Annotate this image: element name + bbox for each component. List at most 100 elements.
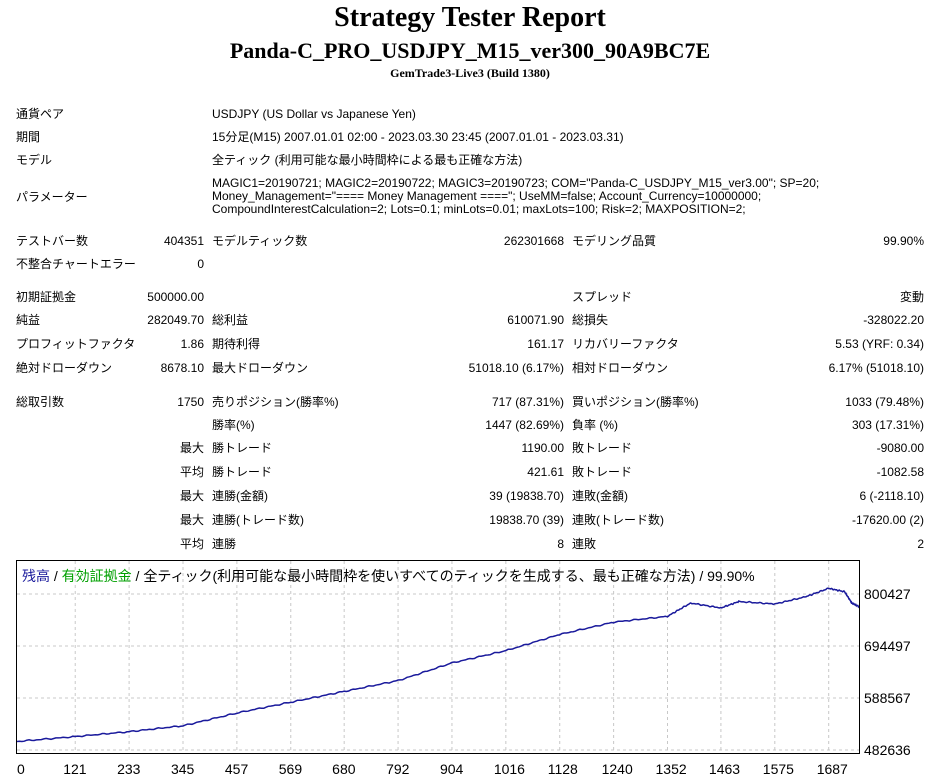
loss-pct-label: 負率 (%) [572, 418, 618, 432]
net-profit-label: 純益 [16, 313, 41, 327]
balance-chart-svg [16, 561, 860, 753]
average-label: 平均 [179, 465, 204, 479]
expected-payoff-label: 期待利得 [212, 337, 261, 351]
model-value: 全ティック (利用可能な最小時間枠による最も正確な方法) [212, 153, 523, 167]
avg-cons-loss-value: 2 [917, 537, 924, 551]
profit-factor-label: プロフィットファクタ [16, 337, 136, 351]
x-tick-label: 457 [224, 761, 249, 777]
largest-loss-label: 敗トレード [572, 441, 633, 455]
long-positions-value: 1033 (79.48%) [845, 395, 924, 409]
largest-win-value: 1190.00 [521, 441, 565, 455]
spread-label: スプレッド [572, 290, 633, 304]
y-tick-label: 588567 [864, 689, 911, 706]
initial-deposit-value: 500000.00 [147, 290, 204, 304]
y-tick-label: 482636 [864, 742, 911, 758]
abs-dd-label: 絶対ドローダウン [16, 361, 113, 375]
cons-wins-amount-label: 連勝(金額) [212, 489, 268, 503]
max-label: 最大 [179, 513, 204, 527]
avg-cons-wins-value: 8 [557, 537, 564, 551]
avg-loss-label: 敗トレード [572, 465, 633, 479]
cons-profit-label: 連勝(トレード数) [212, 513, 304, 527]
avg-cons-loss-label: 連敗 [572, 537, 597, 551]
model-label: モデル [16, 153, 53, 167]
cons-loss-value: -17620.00 (2) [851, 513, 924, 527]
test-bars-label: テストバー数 [16, 234, 89, 248]
modeling-quality-value: 99.90% [883, 234, 924, 248]
period-label: 期間 [16, 130, 41, 144]
rel-dd-label: 相対ドローダウン [572, 361, 669, 375]
total-trades-label: 総取引数 [16, 395, 65, 409]
y-tick-label: 800427 [864, 586, 911, 602]
profit-factor-value: 1.86 [180, 337, 204, 351]
mismatch-value: 0 [197, 257, 204, 271]
legend-balance: 残高 [22, 568, 50, 584]
short-positions-value: 717 (87.31%) [491, 395, 564, 409]
total-trades-value: 1750 [177, 395, 204, 409]
y-tick-label: 694497 [864, 637, 911, 654]
max-dd-label: 最大ドローダウン [212, 361, 309, 375]
legend-separator: / [50, 568, 62, 584]
x-tick-label: 680 [332, 761, 356, 777]
largest-win-label: 勝トレード [212, 441, 273, 455]
cons-profit-value: 19838.70 (39) [489, 513, 564, 527]
mismatch-label: 不整合チャートエラー [16, 257, 136, 271]
x-tick-label: 1016 [493, 761, 525, 777]
cons-wins-amount-value: 39 (19838.70) [489, 489, 564, 503]
x-tick-label: 1352 [655, 761, 687, 777]
test-bars-value: 404351 [163, 234, 204, 248]
model-ticks-value: 262301668 [503, 234, 564, 248]
gross-loss-value: -328022.20 [863, 313, 924, 327]
x-tick-label: 1240 [601, 761, 633, 777]
avg-win-value: 421.61 [527, 465, 564, 479]
max-label: 最大 [179, 489, 204, 503]
long-positions-label: 買いポジション(勝率%) [572, 395, 699, 409]
x-tick-label: 569 [278, 761, 303, 777]
legend-equity: 有効証拠金 [61, 568, 132, 584]
report-subtitle: Panda-C_PRO_USDJPY_M15_ver300_90A9BC7E [229, 38, 711, 63]
x-tick-label: 1687 [816, 761, 848, 777]
server-build: GemTrade3-Live3 (Build 1380) [390, 66, 550, 80]
x-tick-label: 0 [17, 761, 25, 777]
gross-profit-value: 610071.90 [507, 313, 564, 327]
x-tick-label: 1128 [547, 761, 578, 777]
max-label: 最大 [179, 441, 204, 455]
net-profit-value: 282049.70 [147, 313, 204, 327]
x-tick-label: 345 [170, 761, 195, 777]
initial-deposit-label: 初期証拠金 [16, 290, 77, 304]
x-tick-label: 792 [386, 761, 410, 777]
model-ticks-label: モデルティック数 [212, 234, 308, 248]
param-line: MAGIC1=20190721; MAGIC2=20190722; MAGIC3… [212, 176, 820, 190]
x-tick-label: 233 [117, 761, 141, 777]
avg-cons-wins-label: 連勝 [212, 537, 237, 551]
gross-profit-label: 総利益 [212, 313, 249, 327]
cons-loss-label: 連敗(トレード数) [572, 513, 664, 527]
average-label: 平均 [179, 537, 204, 551]
x-tick-label: 1463 [708, 761, 741, 777]
largest-loss-value: -9080.00 [876, 441, 924, 455]
max-dd-value: 51018.10 (6.17%) [468, 361, 564, 375]
x-tick-label: 121 [63, 761, 87, 777]
x-tick-label: 904 [439, 761, 464, 777]
param-label: パラメーター [16, 190, 88, 204]
param-values: MAGIC1=20190721; MAGIC2=20190722; MAGIC3… [212, 177, 932, 216]
param-line: CompoundInterestCalculation=2; Lots=0.1;… [212, 202, 746, 216]
cons-loss-amount-value: 6 (-2118.10) [859, 489, 924, 503]
pair-value: USDJPY (US Dollar vs Japanese Yen) [212, 107, 416, 121]
modeling-quality-label: モデリング品質 [572, 234, 657, 248]
pair-label: 通貨ペア [16, 107, 65, 121]
x-tick-label: 1575 [762, 761, 794, 777]
balance-chart [16, 560, 860, 754]
abs-dd-value: 8678.10 [160, 361, 204, 375]
win-pct-label: 勝率(%) [212, 418, 255, 432]
balance-series-line [16, 587, 860, 743]
avg-win-label: 勝トレード [212, 465, 273, 479]
win-pct-value: 1447 (82.69%) [485, 418, 564, 432]
cons-loss-amount-label: 連敗(金額) [572, 489, 628, 503]
recovery-factor-label: リカバリーファクタ [572, 337, 679, 351]
avg-loss-value: -1082.58 [876, 465, 924, 479]
report-title: Strategy Tester Report [334, 2, 606, 33]
param-line: Money_Management="==== Money Management … [212, 189, 762, 203]
gross-loss-label: 総損失 [572, 313, 609, 327]
legend-description: / 全ティック(利用可能な最小時間枠を使いすべてのティックを生成する、最も正確な… [131, 568, 755, 584]
spread-value: 変動 [899, 290, 924, 304]
